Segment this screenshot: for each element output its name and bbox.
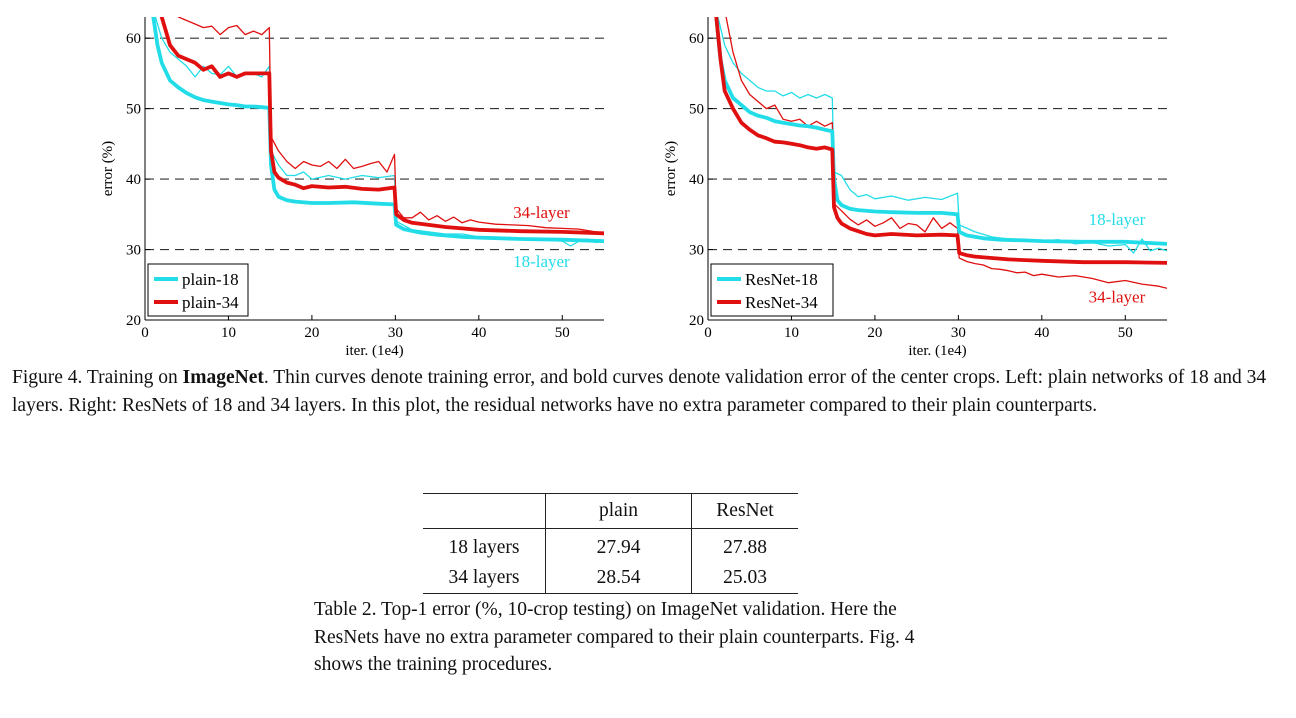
cell-resnet: 27.88 — [723, 537, 767, 558]
figure-caption-prefix: Figure 4. Training on — [12, 367, 183, 388]
y-axis-label: error (%) — [663, 141, 679, 196]
cell-plain: 28.54 — [545, 563, 692, 594]
legend-label: plain-34 — [182, 293, 239, 312]
x-tick-label: 50 — [555, 325, 570, 341]
y-tick-label: 60 — [126, 31, 141, 47]
row-label: 34 layers — [423, 563, 546, 594]
x-tick-label: 40 — [471, 325, 486, 341]
figure-caption-rest: . Thin curves denote training error, and… — [12, 367, 1267, 416]
figure-caption: Figure 4. Training on ImageNet. Thin cur… — [12, 364, 1284, 419]
series-line-resnet-34-train — [725, 17, 1167, 289]
figure-caption-bold: ImageNet — [182, 367, 264, 388]
table-caption: Table 2. Top-1 error (%, 10-crop testing… — [314, 599, 915, 675]
results-table: plain ResNet 18 layers 27.94 27.88 34 la… — [423, 493, 798, 594]
cell-plain: 27.94 — [545, 528, 692, 563]
legend-label: ResNet-34 — [745, 293, 818, 312]
y-tick-label: 30 — [126, 243, 141, 259]
table-row: 34 layers 28.54 25.03 — [423, 563, 798, 594]
y-tick-label: 30 — [689, 243, 704, 259]
y-tick-label: 50 — [689, 102, 704, 118]
y-tick-label: 20 — [126, 313, 141, 329]
x-tick-label: 10 — [784, 325, 799, 341]
x-tick-label: 50 — [1118, 325, 1133, 341]
x-tick-label: 40 — [1034, 325, 1049, 341]
legend-box — [147, 263, 249, 317]
y-tick-label: 60 — [689, 31, 704, 47]
series-line-resnet-18 — [714, 17, 1167, 246]
y-axis-label: error (%) — [100, 141, 116, 196]
table-row: 18 layers 27.94 27.88 — [423, 528, 798, 563]
x-tick-label: 20 — [304, 325, 319, 341]
curve-annotation: 34-layer — [1089, 287, 1146, 306]
row-label: 18 layers — [423, 528, 546, 563]
series-line-resnet-34 — [714, 17, 1167, 265]
cell-resnet-best: 25.03 — [691, 563, 798, 594]
series-line-plain-34 — [159, 17, 604, 236]
x-tick-label: 30 — [388, 325, 403, 341]
curve-annotation: 18-layer — [513, 252, 570, 271]
series-line-plain-34-train — [177, 17, 604, 234]
y-tick-label: 20 — [689, 313, 704, 329]
x-axis-label: iter. (1e4) — [908, 343, 966, 359]
table-header-corner — [423, 493, 546, 529]
training-curves-figure: 0 10 20 30 40 50 20 30 40 50 60 iter. (1e4) error (%… — [100, 17, 1167, 359]
series-line-plain-18 — [151, 17, 604, 244]
x-tick-label: 20 — [867, 325, 882, 341]
y-tick-label: 40 — [126, 172, 141, 188]
chart-panel-resnet: 0 10 20 30 40 50 20 30 40 50 60 iter. (1e4) error (%… — [663, 17, 1167, 359]
curve-annotation: 34-layer — [513, 203, 570, 222]
x-axis-label: iter. (1e4) — [345, 343, 403, 359]
curve-annotation: 18-layer — [1089, 210, 1146, 229]
x-tick-label: 10 — [221, 325, 236, 341]
table-header-plain: plain — [545, 493, 692, 529]
y-tick-label: 40 — [689, 172, 704, 188]
legend-box — [710, 263, 834, 317]
chart-panel-plain: 0 10 20 30 40 50 20 30 40 50 60 iter. (1e4) error (%… — [100, 17, 604, 359]
legend-label: ResNet-18 — [745, 270, 818, 289]
legend-label: plain-18 — [182, 270, 239, 289]
table-header-resnet: ResNet — [691, 493, 798, 529]
x-tick-label: 0 — [704, 325, 712, 341]
y-tick-label: 50 — [126, 102, 141, 118]
x-tick-label: 0 — [141, 325, 149, 341]
x-tick-label: 30 — [951, 325, 966, 341]
table-header-row: plain ResNet — [423, 493, 798, 529]
